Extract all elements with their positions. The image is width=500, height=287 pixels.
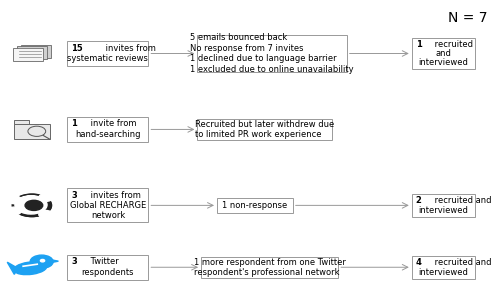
Text: invites from: invites from (104, 44, 156, 53)
FancyBboxPatch shape (68, 188, 148, 222)
Text: 4: 4 (416, 258, 422, 267)
FancyBboxPatch shape (68, 41, 148, 66)
Text: interviewed: interviewed (418, 58, 469, 67)
Text: network: network (91, 211, 125, 220)
FancyBboxPatch shape (201, 257, 338, 278)
Text: N = 7: N = 7 (448, 11, 488, 25)
FancyBboxPatch shape (21, 45, 51, 58)
Text: Recruited but later withdrew due
to limited PR work experience: Recruited but later withdrew due to limi… (195, 120, 334, 139)
Text: recruited: recruited (432, 40, 474, 49)
FancyBboxPatch shape (217, 198, 293, 213)
Text: interviewed: interviewed (418, 268, 469, 277)
Text: 5 emails bounced back
No response from 7 invites
1 declined due to language barr: 5 emails bounced back No response from 7… (190, 33, 354, 73)
Circle shape (8, 196, 21, 204)
Text: respondents: respondents (82, 268, 134, 277)
FancyBboxPatch shape (198, 35, 347, 72)
Circle shape (25, 200, 42, 210)
FancyBboxPatch shape (14, 120, 28, 124)
Text: Twitter: Twitter (88, 257, 119, 266)
Text: 15: 15 (72, 44, 83, 53)
Circle shape (39, 193, 52, 201)
Text: 1: 1 (416, 40, 422, 49)
Text: 1 non-response: 1 non-response (222, 201, 288, 210)
Polygon shape (48, 259, 58, 263)
Circle shape (15, 195, 47, 214)
Text: and: and (436, 49, 452, 58)
Text: invites from: invites from (88, 191, 141, 199)
FancyBboxPatch shape (412, 256, 476, 278)
Polygon shape (8, 262, 18, 274)
Text: recruited and: recruited and (432, 258, 492, 267)
Ellipse shape (14, 262, 46, 275)
FancyBboxPatch shape (412, 194, 476, 217)
Text: 1 more respondent from one Twitter
respondent's professional network: 1 more respondent from one Twitter respo… (194, 257, 346, 277)
Text: interviewed: interviewed (418, 206, 469, 215)
Circle shape (12, 194, 51, 217)
Text: 3: 3 (72, 191, 77, 199)
Text: invite from: invite from (88, 119, 136, 129)
FancyBboxPatch shape (14, 124, 50, 139)
Circle shape (30, 255, 53, 268)
Text: 3: 3 (72, 257, 77, 266)
Text: recruited and: recruited and (432, 196, 492, 205)
FancyBboxPatch shape (412, 38, 476, 69)
FancyBboxPatch shape (17, 46, 47, 59)
Text: Global RECHARGE: Global RECHARGE (70, 201, 146, 210)
Text: systematic reviews: systematic reviews (68, 55, 148, 63)
FancyBboxPatch shape (68, 255, 148, 280)
FancyBboxPatch shape (68, 117, 148, 142)
Text: 1: 1 (72, 119, 78, 129)
Text: hand-searching: hand-searching (75, 130, 140, 139)
Text: 2: 2 (416, 196, 422, 205)
FancyBboxPatch shape (198, 119, 332, 140)
Circle shape (40, 259, 44, 262)
FancyBboxPatch shape (14, 48, 43, 61)
Circle shape (39, 210, 52, 218)
Circle shape (8, 207, 21, 215)
